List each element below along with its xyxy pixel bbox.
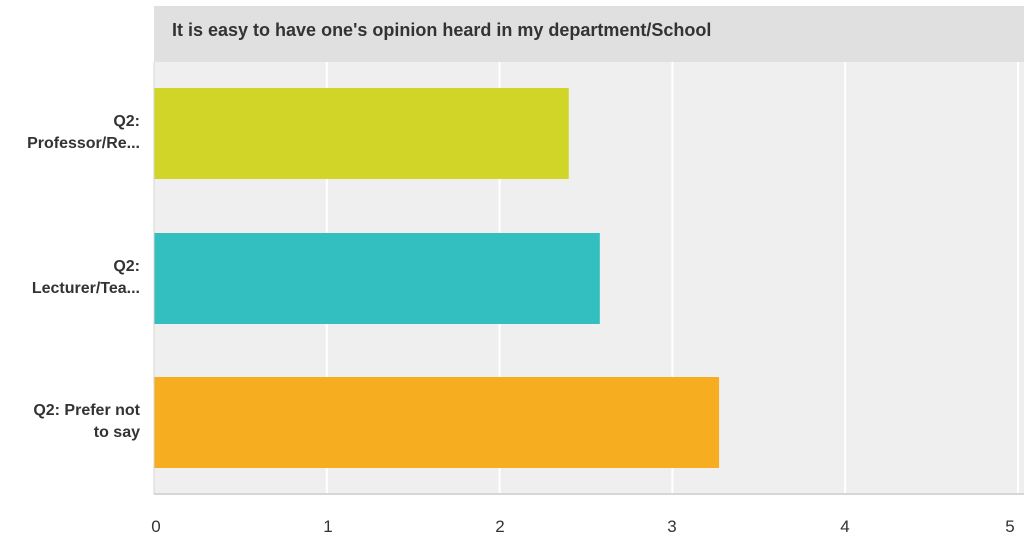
title-band xyxy=(154,6,1024,62)
x-tick-label: 1 xyxy=(323,517,333,536)
x-tick-label: 0 xyxy=(151,517,161,536)
category-label-line: Q2: xyxy=(113,113,140,130)
bar xyxy=(154,377,720,468)
category-label-line: to say xyxy=(93,424,140,441)
chart-title: It is easy to have one's opinion heard i… xyxy=(172,20,712,40)
category-label-line: Lecturer/Tea... xyxy=(31,280,140,297)
category-label-line: Q2: Prefer not xyxy=(33,402,140,419)
category-label-line: Professor/Re... xyxy=(27,135,140,152)
x-tick-label: 3 xyxy=(667,517,677,536)
category-label-professor: Q2: Professor/Re... xyxy=(5,111,140,155)
category-label-lecturer: Q2: Lecturer/Tea... xyxy=(5,256,140,300)
x-tick-label: 5 xyxy=(1005,517,1015,536)
x-tick-label: 2 xyxy=(495,517,505,536)
bars xyxy=(154,88,720,468)
x-tick-label: 4 xyxy=(840,517,850,536)
bar xyxy=(154,233,600,324)
category-label-line: Q2: xyxy=(113,258,140,275)
category-label-prefer-not-to-say: Q2: Prefer not to say xyxy=(5,400,140,444)
bar xyxy=(154,88,569,179)
